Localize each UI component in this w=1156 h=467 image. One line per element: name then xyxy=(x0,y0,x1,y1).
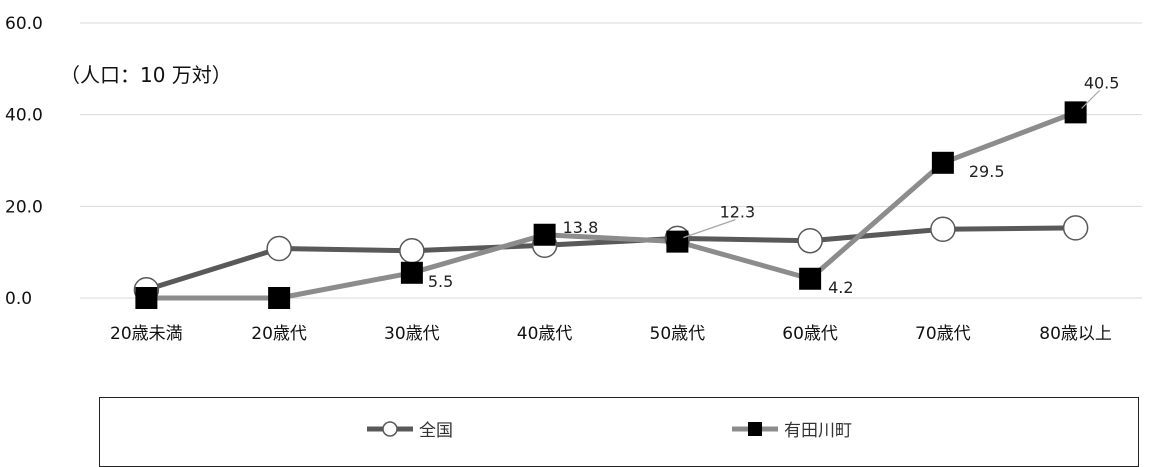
data-point-square xyxy=(931,151,954,174)
line-chart: 0.0 20.0 40.0 60.0 20歳未満 20歳代 30歳代 40歳代 50歳代 60歳… xyxy=(5,14,1142,344)
data-label: 13.8 xyxy=(563,218,599,237)
x-tick-label: 50歳代 xyxy=(650,324,706,344)
data-point-circle xyxy=(930,216,956,242)
series-line-aridagawa xyxy=(146,110,1077,301)
legend: 全国 有田川町 xyxy=(99,397,1139,467)
data-point-square xyxy=(268,287,291,309)
data-point-square xyxy=(799,267,822,290)
series-group xyxy=(133,101,1089,309)
x-tick-label: 70歳代 xyxy=(915,324,971,344)
data-point-circle xyxy=(1062,215,1089,241)
x-tick-label: 40歳代 xyxy=(517,324,573,344)
data-labels: 5.5 13.8 12.3 4.2 29.5 40.5 xyxy=(428,73,1120,296)
data-label: 4.2 xyxy=(828,278,853,297)
data-point-square xyxy=(400,261,423,284)
series-line-national xyxy=(145,225,1076,293)
legend-label-national: 全国 xyxy=(419,421,453,441)
x-tick-label: 30歳代 xyxy=(384,324,440,344)
x-tick-label: 80歳以上 xyxy=(1039,324,1112,344)
data-point-circle xyxy=(399,238,425,264)
data-label: 40.5 xyxy=(1084,73,1120,92)
legend-item-national: 全国 xyxy=(365,416,453,441)
x-tick-label: 20歳未満 xyxy=(110,324,183,344)
data-label: 5.5 xyxy=(428,272,453,291)
data-point-square xyxy=(533,223,556,246)
data-point-circle xyxy=(266,235,292,262)
y-tick-label: 0.0 xyxy=(5,289,32,309)
leader-line xyxy=(683,219,736,239)
x-tick-label: 20歳代 xyxy=(251,324,307,344)
x-tick-label: 60歳代 xyxy=(782,324,838,344)
legend-line-square-icon xyxy=(732,421,778,436)
legend-item-aridagawa: 有田川町 xyxy=(730,416,852,441)
data-label: 29.5 xyxy=(969,162,1005,181)
legend-label-aridagawa: 有田川町 xyxy=(784,421,852,441)
data-label: 12.3 xyxy=(720,203,756,222)
x-axis-ticks: 20歳未満 20歳代 30歳代 40歳代 50歳代 60歳代 70歳代 80歳以上 xyxy=(110,324,1112,344)
y-axis-ticks: 0.0 20.0 40.0 60.0 xyxy=(5,14,43,309)
data-point-circle xyxy=(797,227,823,254)
y-tick-label: 40.0 xyxy=(5,106,43,126)
unit-note: （人口：10 万対） xyxy=(60,63,232,87)
legend-line-circle-icon xyxy=(367,420,413,437)
data-point-square xyxy=(1064,101,1087,124)
y-tick-label: 20.0 xyxy=(5,197,43,217)
data-point-square xyxy=(666,230,689,253)
leader-line xyxy=(1081,89,1101,109)
data-point-square xyxy=(135,287,158,309)
y-tick-label: 60.0 xyxy=(5,14,43,34)
gridlines xyxy=(80,22,1142,299)
